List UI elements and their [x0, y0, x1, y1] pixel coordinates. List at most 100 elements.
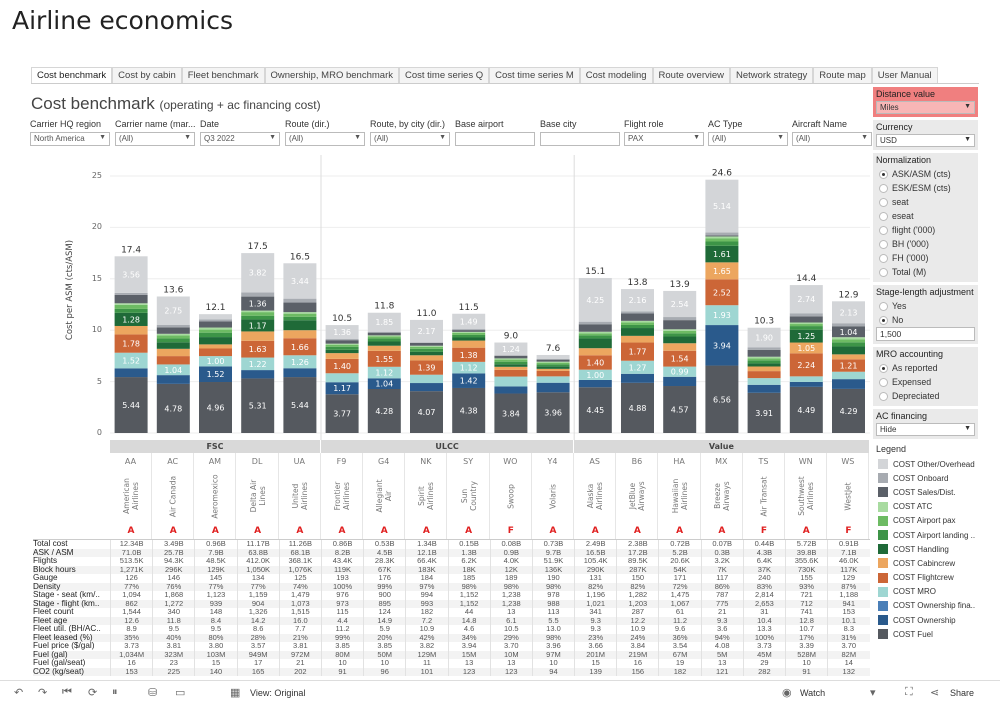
airline-header-ts: TS Air Transat F	[743, 453, 785, 539]
table-cell: 31%	[827, 633, 869, 642]
tab-user-manual[interactable]: User Manual	[871, 67, 938, 83]
filter-dropdown[interactable]: (All) ▼	[285, 132, 365, 146]
table-cell: 13.0	[531, 625, 574, 634]
bar-segment-sy-cost-fuel	[452, 387, 486, 433]
legend-item[interactable]: COST Ownership fina...	[876, 599, 975, 613]
revert-icon[interactable]: ⏮	[62, 686, 72, 698]
data-source-icon[interactable]: ⛁	[148, 687, 158, 699]
side-panel: Distance value Miles ▼ Currency USD ▼ Norm…	[873, 87, 978, 643]
tab-fleet-benchmark[interactable]: Fleet benchmark	[181, 67, 265, 83]
table-cell: 82M	[827, 650, 869, 659]
table-cell: 150	[616, 574, 658, 583]
filter-dropdown[interactable]: (All) ▼	[792, 132, 872, 146]
legend-swatch	[878, 558, 888, 569]
y-tick-label: 5	[96, 376, 102, 386]
legend-item[interactable]: COST Onboard	[876, 471, 975, 485]
radio-depreciated[interactable]: Depreciated	[876, 389, 975, 403]
watch-button[interactable]: Watch	[800, 688, 826, 698]
view-original-button[interactable]: View: Original	[250, 688, 306, 698]
filter-dropdown[interactable]: North America ▼	[30, 132, 110, 146]
airline-code: G4	[378, 457, 390, 466]
tab-route-map[interactable]: Route map	[813, 67, 872, 83]
filter-dropdown[interactable]: Q3 2022 ▼	[200, 132, 280, 146]
table-cell: 8.4	[194, 616, 236, 625]
legend-item[interactable]: COST Other/Overhead	[876, 457, 975, 471]
radio-as-reported[interactable]: As reported	[876, 361, 975, 375]
metrics-icon[interactable]: ▭	[175, 687, 186, 699]
radio-flight-000[interactable]: flight ('000)	[876, 223, 975, 237]
flight-role-badge: F	[760, 526, 768, 536]
filter-value: (All)	[119, 134, 134, 143]
ac-financing-dropdown[interactable]: Hide ▼	[876, 423, 975, 436]
redo-icon[interactable]: ↷	[38, 687, 48, 699]
legend-item[interactable]: COST Handling	[876, 542, 975, 556]
row-label: Gauge	[33, 574, 58, 582]
stage-length-input[interactable]: 1,500	[876, 327, 975, 341]
radio-label: ESK/ESM (cts)	[892, 183, 951, 193]
table-cell: 67K	[363, 565, 405, 574]
tab-cost-modeling[interactable]: Cost modeling	[579, 67, 653, 83]
legend-item[interactable]: COST Ownership	[876, 613, 975, 627]
bar-segment-y4-cost-other-overhead	[536, 354, 570, 360]
fullscreen-icon[interactable]: ⛶	[905, 686, 913, 698]
tab-cost-by-cabin[interactable]: Cost by cabin	[112, 67, 182, 83]
radio-no[interactable]: No	[876, 313, 975, 327]
tab-network-strategy[interactable]: Network strategy	[730, 67, 814, 83]
airline-name-wrap: Hawaiian Airlines	[659, 471, 701, 521]
radio-expensed[interactable]: Expensed	[876, 375, 975, 389]
row-label: Fleet age	[33, 616, 68, 625]
table-cell: 46.0K	[827, 557, 869, 566]
radio-eseat[interactable]: eseat	[876, 209, 975, 223]
segment-label: 1.25	[797, 332, 815, 341]
bar-segment-aa-cost-sales-dist	[114, 294, 148, 304]
tab-cost-time-series-q[interactable]: Cost time series Q	[398, 67, 490, 83]
filter-value: PAX	[628, 134, 644, 143]
legend-item[interactable]: COST Airport landing ...	[876, 528, 975, 542]
legend-item[interactable]: COST Cabincrew	[876, 556, 975, 570]
filter-dropdown[interactable]: PAX ▼	[624, 132, 704, 146]
radio-seat[interactable]: seat	[876, 195, 975, 209]
radio-fh-000[interactable]: FH ('000)	[876, 251, 975, 265]
table-cell: 43.4K	[320, 557, 363, 566]
currency-dropdown[interactable]: USD ▼	[876, 134, 975, 147]
refresh-icon[interactable]: ⟳	[88, 687, 98, 699]
filter-text-input[interactable]	[540, 132, 620, 146]
radio-bh-000[interactable]: BH ('000)	[876, 237, 975, 251]
bar-segment-sy-cost-ownership	[452, 373, 486, 388]
legend-swatch	[878, 501, 888, 512]
pause-icon[interactable]: ⏸	[112, 686, 118, 698]
legend-item[interactable]: COST Sales/Dist.	[876, 485, 975, 499]
share-button[interactable]: Share	[950, 688, 975, 698]
filter-text-input[interactable]	[455, 132, 535, 146]
distance-value-dropdown[interactable]: Miles ▼	[876, 101, 975, 114]
filter-dropdown[interactable]: (All) ▼	[370, 132, 450, 146]
bar-segment-wn-cost-atc	[789, 322, 823, 325]
legend-item[interactable]: COST Flightcrew	[876, 571, 975, 585]
radio-ask-asm-cts[interactable]: ASK/ASM (cts)	[876, 167, 975, 181]
undo-icon[interactable]: ↶	[14, 687, 24, 699]
tab-route-overview[interactable]: Route overview	[652, 67, 730, 83]
table-cell: 0.44B	[742, 540, 785, 549]
legend-item[interactable]: COST Airport pax	[876, 514, 975, 528]
segment-label: 4.96	[207, 404, 225, 413]
bar-segment-ac-cost-mro	[156, 364, 190, 376]
filter-dropdown[interactable]: (All) ▼	[115, 132, 195, 146]
legend-item[interactable]: COST MRO	[876, 585, 975, 599]
airline-name-wrap: Frontier Airlines	[321, 471, 363, 521]
table-cell: 0.15B	[447, 540, 490, 549]
legend-item[interactable]: COST Fuel	[876, 627, 975, 641]
bar-segment-g4-cost-cabincrew	[367, 345, 401, 351]
comment-icon[interactable]: ▾	[870, 687, 876, 699]
radio-label: seat	[892, 197, 909, 207]
radio-yes[interactable]: Yes	[876, 299, 975, 313]
table-cell: 28.3K	[363, 557, 405, 566]
radio-esk-esm-cts[interactable]: ESK/ESM (cts)	[876, 181, 975, 195]
radio-total-m[interactable]: Total (M)	[876, 265, 975, 279]
legend-item[interactable]: COST ATC	[876, 500, 975, 514]
filter-dropdown[interactable]: (All) ▼	[708, 132, 788, 146]
tab-cost-benchmark[interactable]: Cost benchmark	[31, 67, 113, 83]
airline-code: WO	[503, 457, 518, 466]
bar-segment-ws-cost-airport-landing	[832, 342, 865, 347]
tab-ownership-mro-benchmark[interactable]: Ownership, MRO benchmark	[264, 67, 399, 83]
tab-cost-time-series-m[interactable]: Cost time series M	[489, 67, 580, 83]
